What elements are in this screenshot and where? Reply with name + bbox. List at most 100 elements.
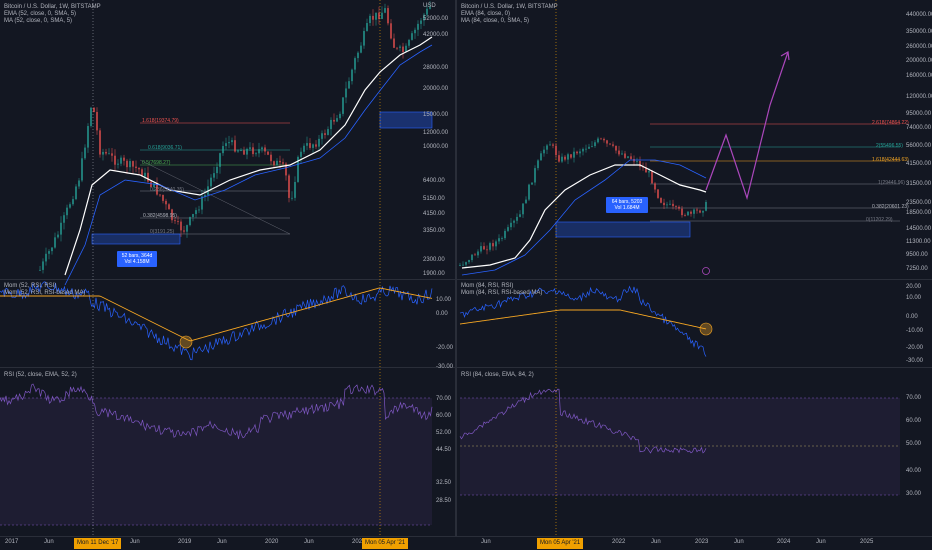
legend-rsi-right[interactable]: RSI (84, close, EMA, 84, 2): [461, 372, 534, 378]
right-candle-body-44: [591, 146, 593, 147]
left-candle-body-122: [405, 45, 407, 52]
pane-divider-right-1[interactable]: [457, 279, 932, 280]
legend-rsi-left[interactable]: RSI (52, close, EMA, 52, 2): [4, 372, 77, 378]
right-candle-body-38: [573, 151, 575, 158]
price-label-left-2: 42000.00: [423, 32, 449, 38]
left-candle-body-96: [327, 129, 329, 135]
left-candle-body-21: [102, 151, 104, 155]
projection-path[interactable]: [705, 51, 789, 201]
left-candle-body-32: [135, 166, 137, 168]
left-candle-body-24: [111, 153, 113, 156]
left-candle-body-107: [360, 45, 362, 53]
mom-marker-right[interactable]: [699, 322, 713, 336]
left-candle-body-6: [57, 234, 59, 238]
left-candle-body-33: [138, 167, 140, 170]
left-candle-body-17: [90, 107, 92, 127]
legend-right-price[interactable]: Bitcoin / U.S. Dollar, 1W, BITSTAMP EMA …: [461, 4, 558, 25]
left-candle-body-16: [87, 126, 89, 148]
legend-left-rsi[interactable]: RSI (52, close, EMA, 52, 2): [4, 372, 77, 379]
right-candle-body-37: [570, 154, 572, 158]
right-candle-body-9: [486, 249, 488, 251]
left-candle-body-108: [363, 31, 365, 46]
legend-symbol-left[interactable]: Bitcoin / U.S. Dollar, 1W, BITSTAMP: [4, 4, 101, 10]
right-candle-body-47: [600, 138, 602, 140]
fib-extension-right[interactable]: [650, 123, 900, 222]
left-candle-body-28: [123, 157, 125, 161]
right-candle-body-26: [537, 160, 539, 169]
range-badge-left[interactable]: 52 bars, 364d Vol 4.158M: [117, 251, 157, 267]
legend-left-price[interactable]: Bitcoin / U.S. Dollar, 1W, BITSTAMP EMA …: [4, 4, 101, 25]
left-candle-body-87: [300, 151, 302, 157]
mom-marker-left[interactable]: [179, 335, 193, 349]
pane-divider-right-2[interactable]: [457, 367, 932, 368]
legend-mom-right-2[interactable]: Mom (84, RSI, RSI-based MA): [461, 290, 543, 296]
left-candle-body-110: [369, 15, 371, 24]
price-label-left-0: USD: [423, 3, 436, 9]
right-candle-body-56: [627, 156, 629, 158]
right-candle-body-29: [546, 145, 548, 150]
right-candle-body-82: [705, 201, 707, 211]
mom-label-right-1: 10.00: [906, 295, 922, 301]
pane-divider-left-2[interactable]: [0, 367, 455, 368]
price-label-right-14: 11300.00: [906, 239, 931, 245]
right-candle-body-67: [660, 197, 662, 203]
right-candle-body-66: [657, 189, 659, 198]
left-candle-body-23: [108, 153, 110, 155]
legend-right-mom[interactable]: Mom (84, RSI, RSI) Mom (84, RSI, RSI-bas…: [461, 283, 542, 297]
left-candle-body-82: [285, 163, 287, 176]
right-candle-body-73: [678, 206, 680, 209]
right-candle-body-0: [459, 264, 461, 266]
left-candle-body-63: [228, 142, 230, 144]
pane-divider-left-1[interactable]: [0, 279, 455, 280]
left-candle-body-95: [324, 133, 326, 135]
legend-mom-left-2[interactable]: Mom (52, RSI, RSI-based MA): [4, 290, 86, 296]
projection-marker[interactable]: [702, 267, 710, 275]
right-candle-body-34: [561, 156, 563, 162]
fib-label-0-right: 2.618(74864.22): [872, 120, 909, 126]
legend-ma-right[interactable]: MA (84, close, 0, SMA, 5): [461, 18, 530, 24]
left-candle-body-120: [399, 46, 401, 48]
left-candle-body-114: [381, 12, 383, 19]
left-candle-body-100: [339, 113, 341, 119]
legend-left-mom[interactable]: Mom (52, RSI, RSI) Mom (52, RSI, RSI-bas…: [4, 283, 85, 297]
time-label-left-1: Jun: [44, 539, 54, 545]
legend-ma-left[interactable]: MA (52, close, 0, SMA, 5): [4, 18, 73, 24]
legend-mom-right-1[interactable]: Mom (84, RSI, RSI): [461, 283, 514, 289]
left-candle-body-20: [99, 130, 101, 155]
left-candle-body-3: [48, 251, 50, 254]
price-label-left-6: 12000.00: [423, 130, 449, 136]
right-candle-body-62: [645, 167, 647, 173]
time-highlight-left-1: Mon 11 Dec '17: [74, 538, 122, 549]
range-badge-right[interactable]: 64 bars, 5203 Vol 1.684M: [606, 197, 648, 213]
left-candle-body-39: [156, 183, 158, 195]
fib-label-3-left: 0.382(4598.95): [143, 213, 177, 219]
support-zone-left[interactable]: [91, 233, 181, 245]
left-candle-body-123: [408, 39, 410, 46]
left-candle-body-78: [273, 161, 275, 166]
time-label-left-0: 2017: [5, 539, 19, 545]
legend-symbol-right[interactable]: Bitcoin / U.S. Dollar, 1W, BITSTAMP: [461, 4, 558, 10]
support-zone-right[interactable]: [555, 221, 691, 238]
legend-ema-right[interactable]: EMA (84, close, 0): [461, 11, 511, 17]
left-candle-body-58: [213, 173, 215, 178]
time-label-right-5: 2024: [777, 539, 791, 545]
right-candle-body-68: [663, 202, 665, 206]
pane-divider-vertical[interactable]: [455, 0, 457, 537]
right-candle-body-55: [624, 153, 626, 158]
right-candle-body-59: [636, 160, 638, 162]
legend-mom-left-1[interactable]: Mom (52, RSI, RSI): [4, 283, 57, 289]
rsi-label-right-4: 30.00: [906, 491, 922, 497]
price-label-left-4: 20000.00: [423, 86, 449, 92]
range-badge-left-vol: Vol 4.158M: [124, 259, 150, 265]
left-candle-body-77: [270, 154, 272, 162]
time-label-left-4: Jun: [217, 539, 227, 545]
legend-ema-left[interactable]: EMA (52, close, 0, SMA, 5): [4, 11, 77, 17]
candles-series[interactable]: [39, 1, 707, 274]
left-candle-body-54: [201, 196, 203, 210]
legend-right-rsi[interactable]: RSI (84, close, EMA, 84, 2): [461, 372, 534, 379]
left-candle-body-11: [72, 199, 74, 205]
price-label-right-13: 14500.00: [906, 226, 932, 232]
left-candle-body-84: [291, 197, 293, 199]
right-candle-body-74: [681, 208, 683, 216]
